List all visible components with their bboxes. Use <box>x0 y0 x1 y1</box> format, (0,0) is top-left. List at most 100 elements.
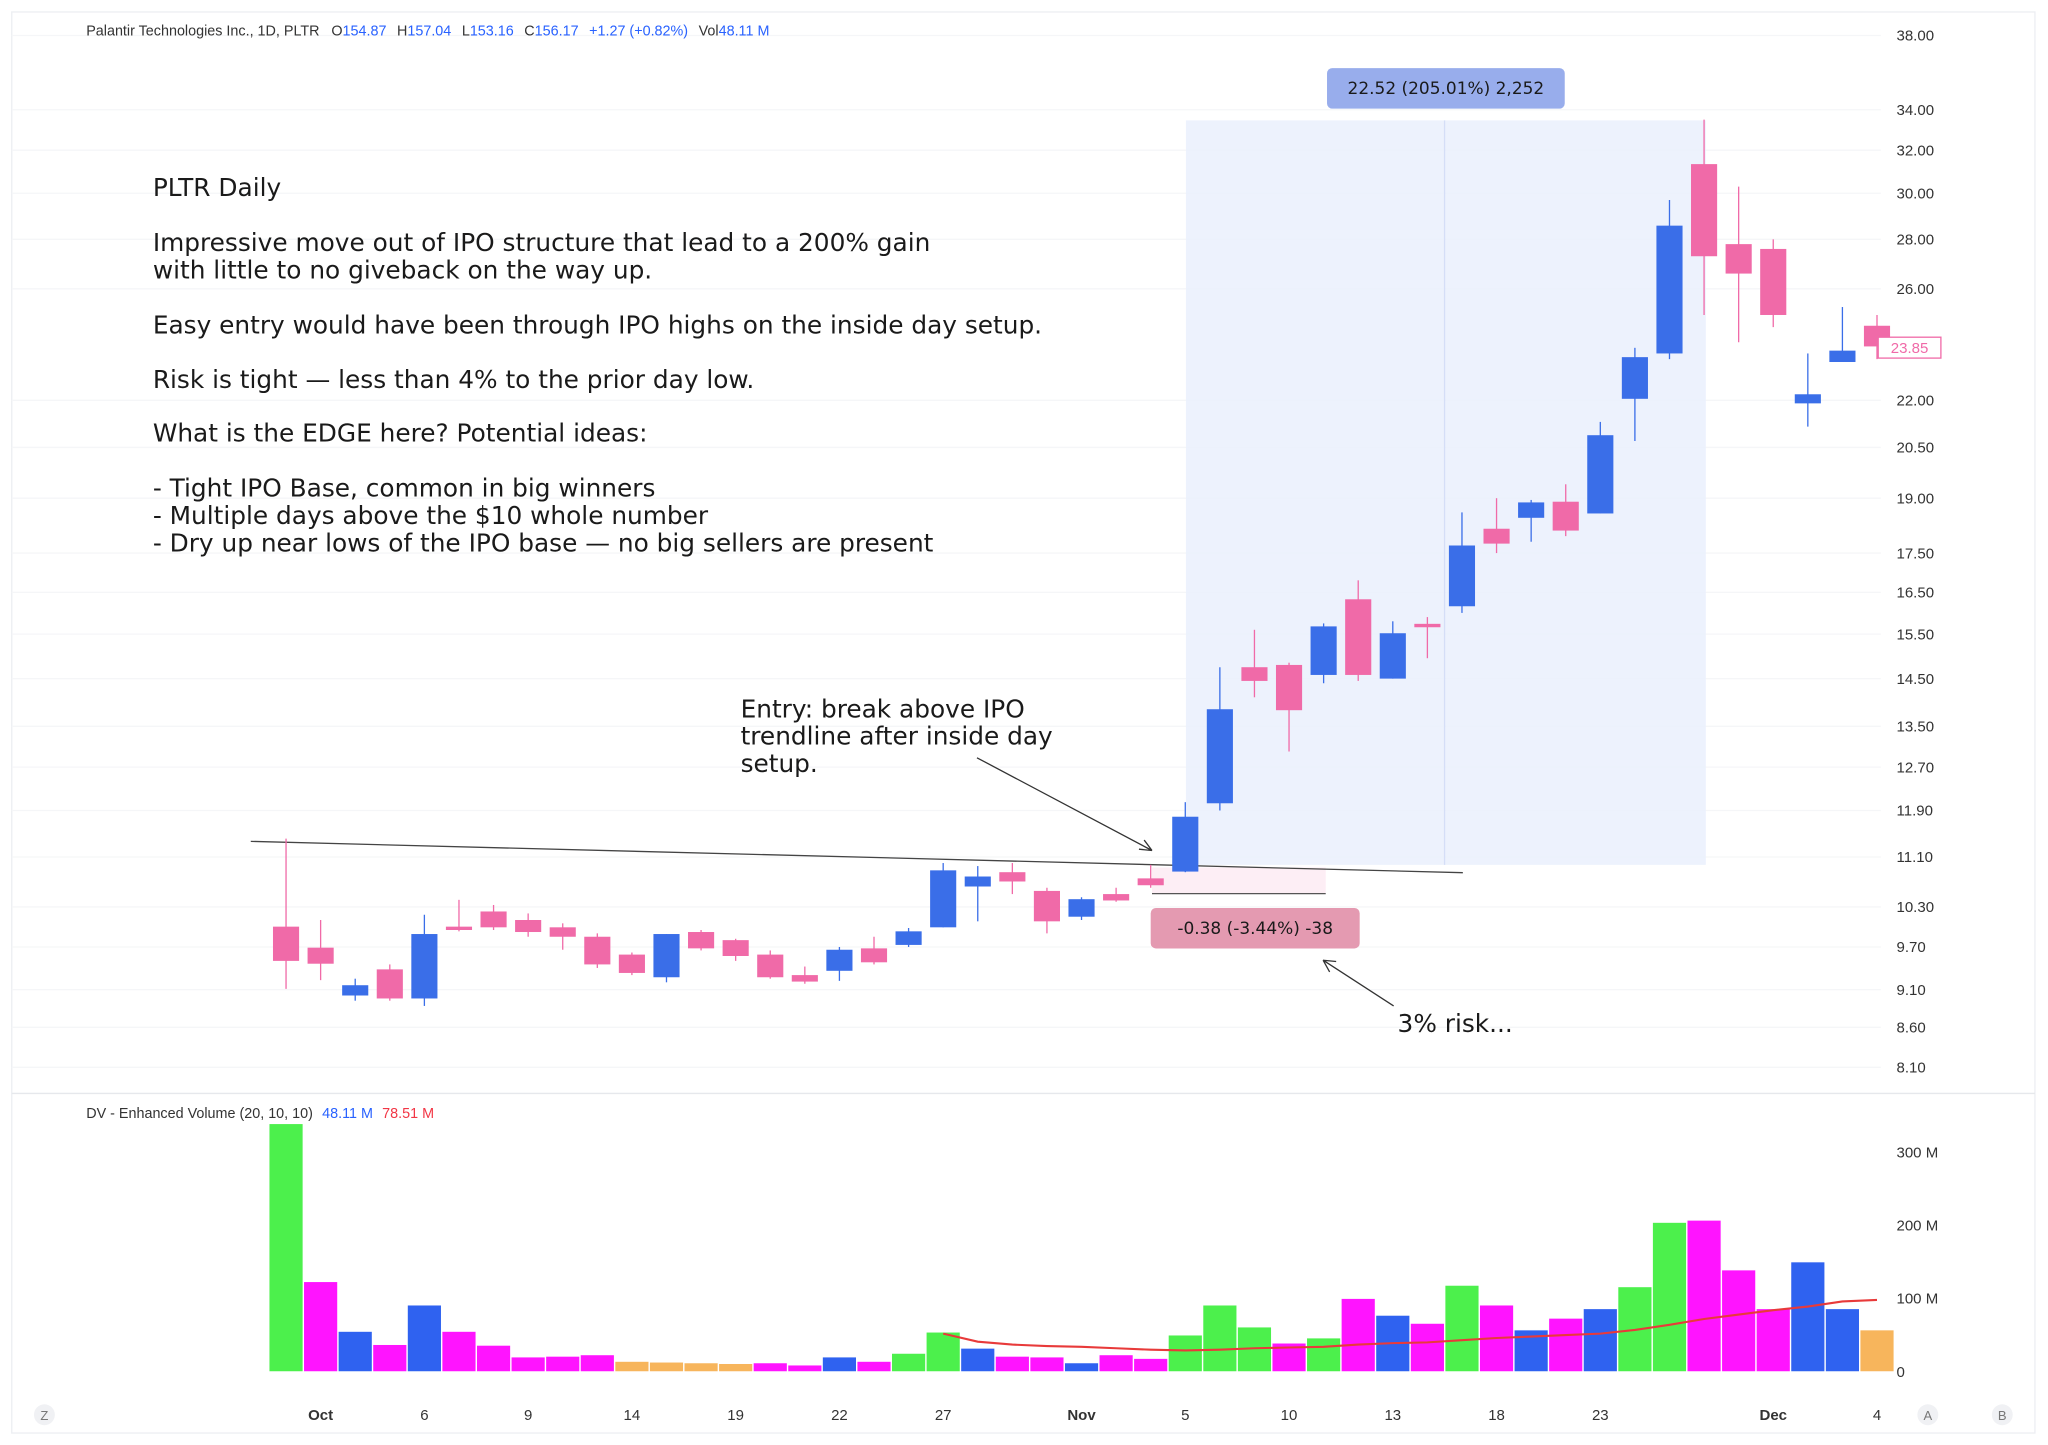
volume-bar[interactable] <box>268 1123 304 1373</box>
candle[interactable] <box>584 933 611 968</box>
candle[interactable] <box>757 950 784 979</box>
volume-bar[interactable] <box>1686 1219 1722 1373</box>
candle[interactable] <box>411 914 438 1006</box>
volume-bar[interactable] <box>649 1361 684 1373</box>
volume-bar[interactable] <box>1098 1354 1134 1373</box>
candle[interactable] <box>272 838 300 989</box>
volume-bar[interactable] <box>1825 1308 1860 1373</box>
candle[interactable] <box>480 904 507 930</box>
candle[interactable] <box>376 964 403 1001</box>
candle[interactable] <box>688 929 715 951</box>
volume-bar[interactable] <box>752 1362 788 1373</box>
volume-bar[interactable] <box>1064 1362 1099 1373</box>
auto-scale-button[interactable]: A <box>1917 1404 1939 1426</box>
candle[interactable] <box>1275 662 1303 752</box>
candle[interactable] <box>653 934 680 983</box>
volume-bar[interactable] <box>1652 1222 1687 1373</box>
candle[interactable] <box>1656 199 1683 360</box>
volume-bar[interactable] <box>960 1347 996 1373</box>
candle[interactable] <box>930 863 957 928</box>
risk-measure-box[interactable] <box>1152 867 1326 894</box>
notes-annotation[interactable]: PLTR Daily Impressive move out of IPO st… <box>153 173 1042 557</box>
volume-bar[interactable] <box>1755 1308 1791 1373</box>
candle[interactable] <box>1829 307 1856 362</box>
reset-zoom-button[interactable]: Z <box>33 1404 55 1426</box>
volume-bar[interactable] <box>1548 1317 1584 1373</box>
candle[interactable] <box>342 978 369 1001</box>
volume-bar[interactable] <box>1790 1261 1826 1373</box>
candle[interactable] <box>1448 512 1476 613</box>
volume-bar[interactable] <box>1202 1304 1238 1373</box>
candle[interactable] <box>1068 897 1095 921</box>
price-axis[interactable]: 38.00 34.00 32.00 30.00 28.00 26.00 22.00 20.50… <box>1896 28 1934 1077</box>
candle[interactable] <box>1310 623 1337 684</box>
candle[interactable] <box>964 866 991 922</box>
candle[interactable] <box>826 946 853 981</box>
candle[interactable] <box>1552 484 1579 537</box>
candle[interactable] <box>1103 887 1130 902</box>
volume-bar[interactable] <box>1167 1334 1203 1373</box>
volume-bar[interactable] <box>1029 1356 1065 1373</box>
candle[interactable] <box>515 913 542 937</box>
candle[interactable] <box>549 923 576 950</box>
settings-button[interactable]: B <box>1991 1404 2013 1426</box>
candle[interactable] <box>1483 498 1510 554</box>
volume-bar[interactable] <box>1444 1284 1480 1373</box>
candle[interactable] <box>1587 421 1614 514</box>
candle[interactable] <box>1241 629 1268 698</box>
candle[interactable] <box>722 938 749 961</box>
candle[interactable] <box>860 936 888 965</box>
volume-bar[interactable] <box>372 1344 408 1373</box>
candle[interactable] <box>1379 621 1406 679</box>
volume-bar[interactable] <box>545 1355 581 1373</box>
volume-bar[interactable] <box>925 1331 961 1373</box>
candle[interactable] <box>1206 667 1233 811</box>
candle[interactable] <box>1691 119 1718 315</box>
volume-bar[interactable] <box>1582 1308 1618 1373</box>
volume-bar[interactable] <box>1340 1298 1376 1373</box>
volume-bar[interactable] <box>718 1363 754 1373</box>
candle[interactable] <box>1621 347 1648 441</box>
volume-bar[interactable] <box>441 1331 477 1373</box>
volume-axis[interactable]: 300 M 200 M 100 M 0 <box>1896 1144 1938 1380</box>
candle[interactable] <box>1414 617 1441 659</box>
gain-measure-box[interactable] <box>1185 120 1706 865</box>
candle[interactable] <box>791 966 818 984</box>
volume-bar[interactable] <box>856 1361 892 1373</box>
candle[interactable] <box>1033 887 1060 934</box>
candle[interactable] <box>1518 499 1545 542</box>
risk-annotation[interactable]: 3% risk... <box>1322 959 1513 1038</box>
candle[interactable] <box>1137 864 1164 888</box>
volume-bar[interactable] <box>1306 1337 1341 1373</box>
volume-bar[interactable] <box>822 1356 857 1373</box>
volume-bar[interactable] <box>407 1304 442 1373</box>
candle[interactable] <box>307 920 334 981</box>
volume-bar[interactable] <box>614 1361 650 1373</box>
ipo-trendline[interactable] <box>250 840 1463 874</box>
candle[interactable] <box>1794 353 1821 427</box>
candle[interactable] <box>445 899 473 932</box>
volume-bar[interactable] <box>579 1354 615 1373</box>
volume-bar[interactable] <box>891 1352 926 1373</box>
candle[interactable] <box>1345 580 1372 681</box>
volume-bar[interactable] <box>787 1364 823 1373</box>
candle[interactable] <box>999 863 1026 895</box>
candle[interactable] <box>618 952 645 976</box>
candle[interactable] <box>895 927 922 947</box>
volume-bar[interactable] <box>1721 1269 1757 1373</box>
volume-bar[interactable] <box>337 1331 373 1373</box>
candle[interactable] <box>1172 802 1199 873</box>
candle[interactable] <box>1760 239 1787 328</box>
volume-bar[interactable] <box>683 1362 719 1373</box>
volume-bar[interactable] <box>1133 1358 1169 1373</box>
volume-bar[interactable] <box>994 1355 1030 1373</box>
volume-bar[interactable] <box>510 1356 546 1373</box>
volume-bar[interactable] <box>1410 1322 1445 1373</box>
time-axis[interactable]: Oct 6 9 14 19 22 27 Nov 5 10 13 18 23 Dec 4 <box>308 1407 1881 1424</box>
candle[interactable] <box>1725 186 1752 343</box>
volume-bar[interactable] <box>1859 1329 1895 1373</box>
volume-bar[interactable] <box>476 1344 511 1373</box>
entry-annotation[interactable]: Entry: break above IPO trendline after i… <box>741 694 1153 852</box>
volume-bar[interactable] <box>303 1281 338 1373</box>
